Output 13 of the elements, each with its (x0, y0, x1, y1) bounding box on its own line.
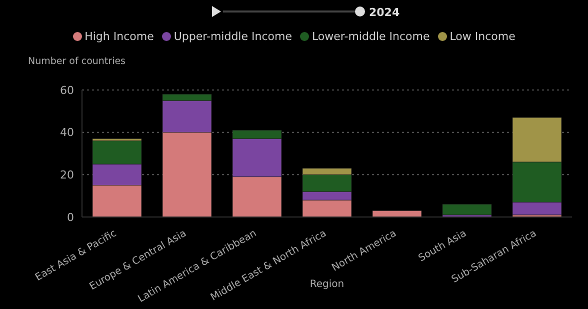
legend-label: Low Income (448, 30, 516, 43)
legend-label: Upper-middle Income (172, 30, 292, 43)
bar (372, 210, 422, 217)
y-tick-label: 40 (60, 126, 74, 140)
x-axis-title: Region (310, 279, 344, 290)
legend-label: High Income (84, 30, 154, 43)
y-axis-title: Number of countries (28, 56, 126, 67)
y-tick-label: 20 (60, 168, 74, 182)
y-tick-label: 0 (67, 210, 74, 224)
legend-label: Lower-middle Income (310, 30, 430, 43)
bar (442, 204, 492, 216)
text: 2024 (369, 6, 400, 19)
y-tick-label: 60 (60, 84, 74, 97)
